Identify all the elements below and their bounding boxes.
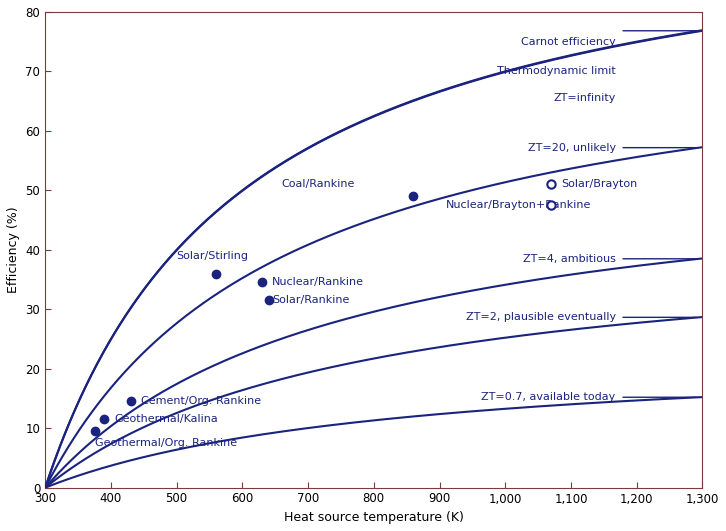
Text: Solar/Brayton: Solar/Brayton [561, 179, 637, 190]
Text: ZT=infinity: ZT=infinity [553, 93, 616, 103]
Text: Cement/Org. Rankine: Cement/Org. Rankine [141, 397, 261, 406]
Y-axis label: Efficiency (%): Efficiency (%) [7, 207, 20, 293]
Text: ZT=20, unlikely: ZT=20, unlikely [528, 143, 616, 152]
Text: Nuclear/Brayton+Rankine: Nuclear/Brayton+Rankine [446, 200, 592, 210]
Text: ZT=0.7, available today: ZT=0.7, available today [481, 392, 616, 402]
Text: Solar/Rankine: Solar/Rankine [272, 295, 349, 305]
Text: ZT=2, plausible eventually: ZT=2, plausible eventually [465, 312, 616, 322]
Text: Geothermal/Kalina: Geothermal/Kalina [114, 414, 218, 424]
Text: ZT=4, ambitious: ZT=4, ambitious [523, 254, 616, 264]
Text: Coal/Rankine: Coal/Rankine [282, 179, 355, 190]
Text: Geothermal/Org. Rankine: Geothermal/Org. Rankine [94, 438, 237, 448]
X-axis label: Heat source temperature (K): Heat source temperature (K) [284, 511, 464, 524]
Text: Carnot efficiency: Carnot efficiency [521, 37, 616, 47]
Text: Thermodynamic limit: Thermodynamic limit [497, 66, 616, 76]
Text: Solar/Stirling: Solar/Stirling [176, 251, 249, 261]
Text: Nuclear/Rankine: Nuclear/Rankine [272, 278, 364, 287]
